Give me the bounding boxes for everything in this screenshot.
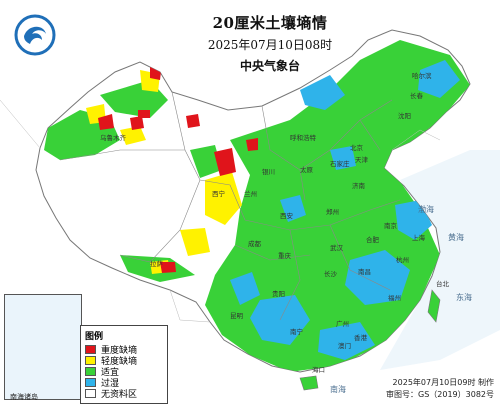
inset-label: 南海诸岛 (10, 393, 38, 401)
svg-text:银川: 银川 (262, 167, 275, 176)
svg-text:天津: 天津 (355, 156, 369, 164)
legend-item: 轻度缺墒 (85, 355, 163, 367)
svg-text:乌鲁木齐: 乌鲁木齐 (100, 133, 127, 142)
svg-text:石家庄: 石家庄 (330, 159, 350, 168)
svg-text:呼和浩特: 呼和浩特 (290, 133, 317, 142)
sea-label: 东海 (456, 292, 472, 302)
cma-logo-icon (14, 14, 56, 56)
svg-text:广州: 广州 (336, 319, 349, 328)
legend-label: 过湿 (101, 379, 120, 389)
svg-text:兰州: 兰州 (244, 189, 257, 198)
legend-item: 适宜 (85, 366, 163, 378)
legend-label: 重度缺墒 (101, 346, 138, 356)
legend-label: 适宜 (101, 368, 120, 378)
inset-frame (4, 294, 82, 400)
review-number: 审图号：GS（2019）3082号 (386, 390, 494, 399)
legend-swatch (85, 378, 96, 387)
footer: 2025年07月10日09时 制作 审图号：GS（2019）3082号 (386, 377, 494, 401)
svg-text:澳门: 澳门 (338, 341, 351, 350)
svg-text:成都: 成都 (248, 239, 262, 248)
legend-swatch (85, 367, 96, 376)
svg-text:福州: 福州 (388, 293, 401, 302)
svg-text:哈尔滨: 哈尔滨 (412, 71, 432, 80)
sea-label: 南海 (330, 384, 346, 394)
map-date: 2025年07月10日08时 (207, 38, 333, 52)
svg-text:贵阳: 贵阳 (272, 289, 285, 298)
svg-text:拉萨: 拉萨 (150, 259, 164, 268)
legend-item: 重度缺墒 (85, 344, 163, 356)
taiwan-island (427, 289, 441, 323)
legend-item: 无资料区 (85, 388, 163, 400)
map-title: 20厘米土壤墒情 (212, 14, 328, 32)
svg-text:台北: 台北 (436, 279, 450, 288)
svg-text:上海: 上海 (412, 233, 426, 242)
legend-swatch (85, 389, 96, 398)
hainan-island (299, 375, 319, 391)
title-block: 20厘米土壤墒情 2025年07月10日08时 中央气象台 (150, 12, 390, 74)
sea-label: 渤海 (418, 204, 434, 214)
legend: 图例 重度缺墒 轻度缺墒 适宜 过湿 无资料区 (80, 325, 168, 404)
svg-text:南昌: 南昌 (358, 267, 371, 276)
province-boundaries (59, 91, 401, 321)
svg-text:杭州: 杭州 (396, 255, 409, 264)
svg-text:南宁: 南宁 (290, 327, 304, 336)
legend-label: 轻度缺墒 (101, 357, 138, 367)
legend-swatch (85, 345, 96, 354)
legend-swatch (85, 356, 96, 365)
svg-text:长春: 长春 (410, 91, 424, 100)
svg-text:香港: 香港 (354, 333, 368, 342)
legend-title: 图例 (85, 332, 104, 342)
svg-text:武汉: 武汉 (330, 243, 344, 252)
svg-text:沈阳: 沈阳 (398, 111, 411, 120)
legend-item: 过湿 (85, 377, 163, 389)
svg-text:太原: 太原 (300, 165, 314, 174)
sea-label: 黄海 (448, 232, 464, 242)
svg-text:南京: 南京 (384, 221, 398, 230)
svg-text:西安: 西安 (280, 211, 294, 220)
svg-text:长沙: 长沙 (324, 269, 338, 278)
svg-text:昆明: 昆明 (230, 312, 244, 320)
made-time: 2025年07月10日09时 制作 (392, 378, 494, 387)
svg-text:西宁: 西宁 (212, 189, 226, 198)
svg-text:海口: 海口 (312, 365, 325, 374)
svg-text:重庆: 重庆 (278, 251, 292, 260)
svg-text:郑州: 郑州 (326, 208, 339, 216)
legend-label: 无资料区 (101, 390, 138, 400)
svg-text:合肥: 合肥 (366, 235, 380, 244)
map-agency: 中央气象台 (239, 59, 300, 73)
svg-text:北京: 北京 (350, 143, 364, 152)
city-labels: 北京 天津 石家庄 太原 呼和浩特 沈阳 长春 哈尔滨 济南 郑州 西安 兰州 … (100, 71, 450, 374)
svg-text:济南: 济南 (352, 181, 366, 190)
